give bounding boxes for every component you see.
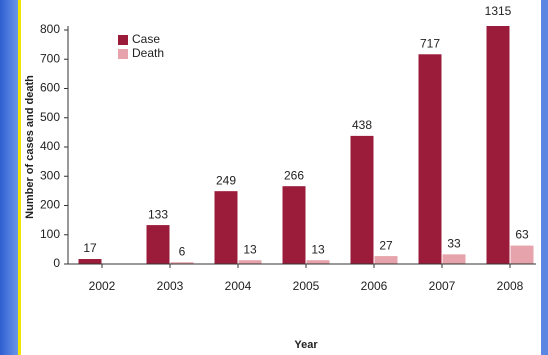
x-tick-label: 2007 bbox=[429, 279, 456, 293]
y-tick-label: 600 bbox=[40, 81, 60, 95]
x-tick-label: 2005 bbox=[293, 279, 320, 293]
bar bbox=[442, 254, 466, 264]
value-label: 438 bbox=[352, 118, 372, 132]
value-label: 133 bbox=[148, 207, 168, 221]
side-line bbox=[18, 0, 21, 355]
y-tick-label: 700 bbox=[40, 51, 60, 65]
value-label: 13 bbox=[311, 242, 325, 256]
y-tick-label: 500 bbox=[40, 110, 60, 124]
legend-label: Case bbox=[132, 32, 160, 46]
y-tick-label: 0 bbox=[53, 256, 60, 270]
bar bbox=[374, 256, 398, 264]
side-strip-right bbox=[541, 0, 548, 355]
bar bbox=[418, 54, 442, 265]
x-tick-label: 2002 bbox=[89, 279, 116, 293]
legend-swatch bbox=[118, 35, 128, 45]
x-tick-label: 2006 bbox=[361, 279, 388, 293]
bar bbox=[78, 259, 102, 264]
bar bbox=[282, 186, 306, 264]
value-label: 266 bbox=[284, 168, 304, 182]
value-label: 13 bbox=[243, 242, 257, 256]
x-tick-label: 2004 bbox=[225, 279, 252, 293]
value-label: 717 bbox=[420, 36, 440, 50]
bar bbox=[214, 191, 238, 264]
x-tick-label: 2003 bbox=[157, 279, 184, 293]
value-label: 1315 bbox=[485, 4, 512, 18]
bar bbox=[170, 262, 194, 264]
y-tick-label: 200 bbox=[40, 198, 60, 212]
y-tick-label: 300 bbox=[40, 168, 60, 182]
bar bbox=[238, 260, 262, 264]
value-label: 6 bbox=[179, 244, 186, 258]
y-tick-label: 400 bbox=[40, 139, 60, 153]
x-axis-label: Year bbox=[294, 339, 318, 351]
bar bbox=[486, 26, 510, 265]
value-label: 17 bbox=[83, 241, 97, 255]
y-tick-label: 800 bbox=[40, 22, 60, 36]
value-label: 63 bbox=[515, 228, 529, 242]
x-tick-label: 2008 bbox=[497, 279, 524, 293]
value-label: 27 bbox=[379, 238, 393, 252]
legend-swatch bbox=[118, 49, 128, 59]
bar bbox=[306, 260, 330, 264]
bar bbox=[350, 135, 374, 264]
value-label: 249 bbox=[216, 173, 236, 187]
legend-label: Death bbox=[132, 46, 164, 60]
plot-area bbox=[78, 26, 534, 265]
bar bbox=[510, 245, 534, 264]
bar bbox=[146, 225, 170, 264]
value-label: 33 bbox=[447, 237, 461, 251]
side-strip bbox=[0, 0, 18, 355]
y-tick-label: 100 bbox=[40, 227, 60, 241]
y-axis-label: Number of cases and death bbox=[24, 75, 36, 219]
